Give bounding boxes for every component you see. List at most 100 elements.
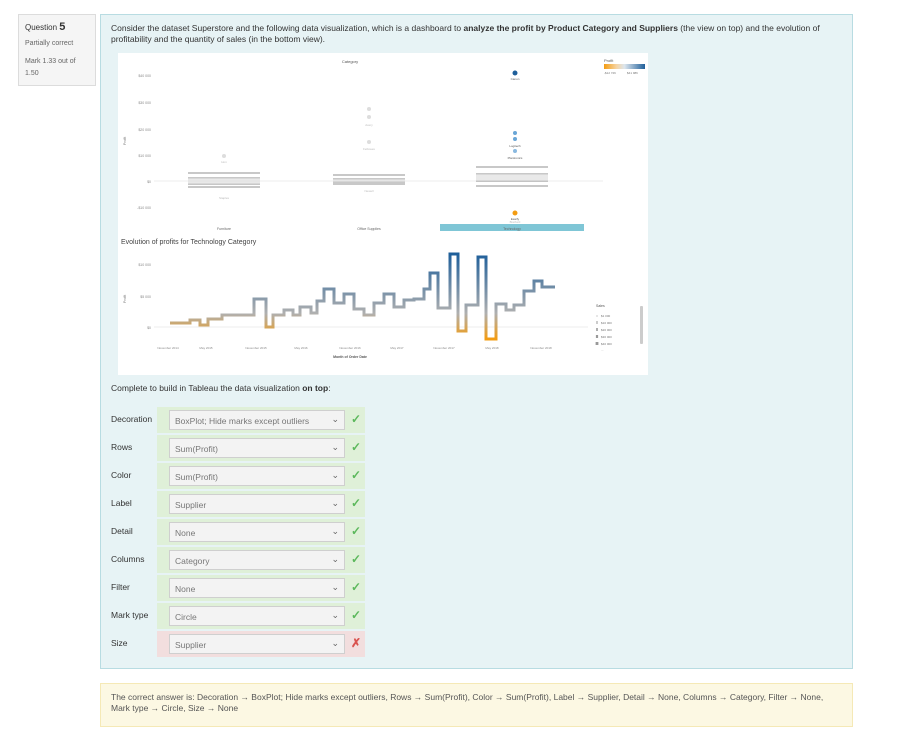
filter-select[interactable]: None ⌄ (169, 578, 345, 598)
correct-check-icon: ✓ (350, 496, 361, 510)
bottom-title: Evolution of profits for Technology Cate… (121, 239, 257, 246)
category-header: Category (342, 59, 358, 64)
chevron-down-icon: ⌄ (331, 526, 339, 536)
answer-label-rows: Rows (111, 442, 133, 452)
correct-check-icon: ✓ (350, 468, 361, 482)
answer-row-color: Sum(Profit) ⌄ ✓ (157, 463, 365, 489)
correct-check-icon: ✓ (350, 552, 361, 566)
svg-text:$10 000: $10 000 (601, 321, 612, 325)
chevron-down-icon: ⌄ (331, 554, 339, 564)
svg-text:Bretford: Bretford (510, 220, 521, 224)
top-y-tick: $0 (147, 180, 151, 184)
label-select[interactable]: Supplier ⌄ (169, 494, 345, 514)
answer-label-decoration: Decoration (111, 414, 153, 424)
answer-row-mark-type: Circle ⌄ ✓ (157, 603, 365, 629)
category-label: Office Supplies (357, 227, 381, 231)
answer-label-label: Label (111, 498, 132, 508)
outlier-canon (512, 70, 518, 76)
question-info: Question 5 Partially correct Mark 1.33 o… (18, 14, 96, 86)
outlier-easify (512, 210, 518, 216)
answer-row-label: Supplier ⌄ ✓ (157, 491, 365, 517)
bottom-x-tick: May 2017 (390, 346, 404, 350)
category-label: Technology (503, 227, 521, 231)
bottom-x-axis-label: Month of Order Date (333, 355, 367, 359)
svg-text:Logitech: Logitech (509, 144, 521, 148)
columns-select[interactable]: Category ⌄ (169, 550, 345, 570)
svg-text:Canon: Canon (511, 77, 520, 81)
correct-check-icon: ✓ (350, 440, 361, 454)
chevron-down-icon: ⌄ (331, 442, 339, 452)
chevron-down-icon: ⌄ (331, 470, 339, 480)
svg-text:Hon: Hon (221, 160, 227, 164)
chevron-down-icon: ⌄ (331, 610, 339, 620)
bottom-x-tick: November 2015 (245, 346, 267, 350)
question-content: Consider the dataset Superstore and the … (100, 14, 853, 669)
answer-label-columns: Columns (111, 554, 145, 564)
top-y-tick: $10 000 (138, 154, 151, 158)
detail-select[interactable]: None ⌄ (169, 522, 345, 542)
chevron-down-icon: ⌄ (331, 638, 339, 648)
answer-label-mark-type: Mark type (111, 610, 149, 620)
incorrect-x-icon: ✗ (350, 636, 361, 650)
color-select[interactable]: Sum(Profit) ⌄ (169, 466, 345, 486)
top-y-tick: $20 000 (138, 128, 151, 132)
mark-type-select[interactable]: Circle ⌄ (169, 606, 345, 626)
size-select[interactable]: Supplier ⌄ (169, 634, 345, 654)
bottom-x-tick: May 2016 (294, 346, 308, 350)
bottom-x-tick: November 2017 (433, 346, 455, 350)
svg-text:Avery: Avery (365, 123, 373, 127)
bottom-y-tick: $0 (147, 326, 151, 330)
rows-select[interactable]: Sum(Profit) ⌄ (169, 438, 345, 458)
top-y-tick: $40 000 (138, 74, 151, 78)
answer-label-filter: Filter (111, 582, 130, 592)
chevron-down-icon: ⌄ (331, 582, 339, 592)
bottom-x-tick: May 2015 (199, 346, 213, 350)
correct-check-icon: ✓ (350, 412, 361, 426)
question-mark: Mark 1.33 out of 1.50 (25, 58, 76, 77)
answer-row-columns: Category ⌄ ✓ (157, 547, 365, 573)
decoration-select[interactable]: BoxPlot; Hide marks except outliers ⌄ (169, 410, 345, 430)
svg-text:Fellowes: Fellowes (363, 147, 375, 151)
svg-text:Staples: Staples (219, 196, 230, 200)
svg-text:$20 000: $20 000 (601, 328, 612, 332)
dashboard-image: Category Profit -$12 726 $41 986 Profit … (118, 53, 648, 375)
svg-text:Newell: Newell (364, 189, 373, 193)
answer-label-color: Color (111, 470, 132, 480)
svg-text:$40 000: $40 000 (601, 342, 612, 346)
question-state: Partially correct (25, 40, 74, 47)
chevron-down-icon: ⌄ (331, 498, 339, 508)
answer-row-filter: None ⌄ ✓ (157, 575, 365, 601)
instruction-text: Complete to build in Tableau the data vi… (111, 383, 331, 393)
answer-row-rows: Sum(Profit) ⌄ ✓ (157, 435, 365, 461)
svg-text:Easify: Easify (511, 217, 520, 221)
correct-check-icon: ✓ (350, 580, 361, 594)
correct-check-icon: ✓ (350, 524, 361, 538)
answer-label-detail: Detail (111, 526, 133, 536)
bottom-x-tick: May 2018 (485, 346, 499, 350)
answer-label-size: Size (111, 638, 128, 648)
bottom-y-tick: $5 000 (140, 295, 151, 299)
bottom-y-axis-label: Profit (123, 295, 127, 303)
bottom-y-tick: $10 000 (138, 263, 151, 267)
bottom-x-tick: November 2018 (530, 346, 552, 350)
question-text: Consider the dataset Superstore and the … (111, 23, 820, 44)
profit-legend-max: $41 986 (627, 71, 638, 75)
svg-text:...: ... (601, 348, 604, 352)
answer-row-detail: None ⌄ ✓ (157, 519, 365, 545)
profit-legend-min: -$12 726 (604, 71, 616, 75)
answer-row-size: Supplier ⌄ ✗ (157, 631, 365, 657)
bottom-x-tick: November 2016 (339, 346, 361, 350)
top-y-axis-label: Profit (123, 137, 127, 145)
profit-legend-title: Profit (604, 58, 614, 63)
bottom-x-tick: November 2014 (157, 346, 179, 350)
correct-check-icon: ✓ (350, 608, 361, 622)
legend-scrollbar (640, 306, 643, 344)
category-label: Furniture (217, 227, 231, 231)
svg-text:$30 000: $30 000 (601, 335, 612, 339)
top-y-tick: -$10 000 (137, 206, 151, 210)
technology-highlight (440, 224, 584, 231)
sales-legend-title: Sales (596, 304, 605, 308)
svg-text:$1 000: $1 000 (601, 314, 611, 318)
svg-text:Plantronics: Plantronics (508, 156, 523, 160)
top-y-tick: $30 000 (138, 101, 151, 105)
